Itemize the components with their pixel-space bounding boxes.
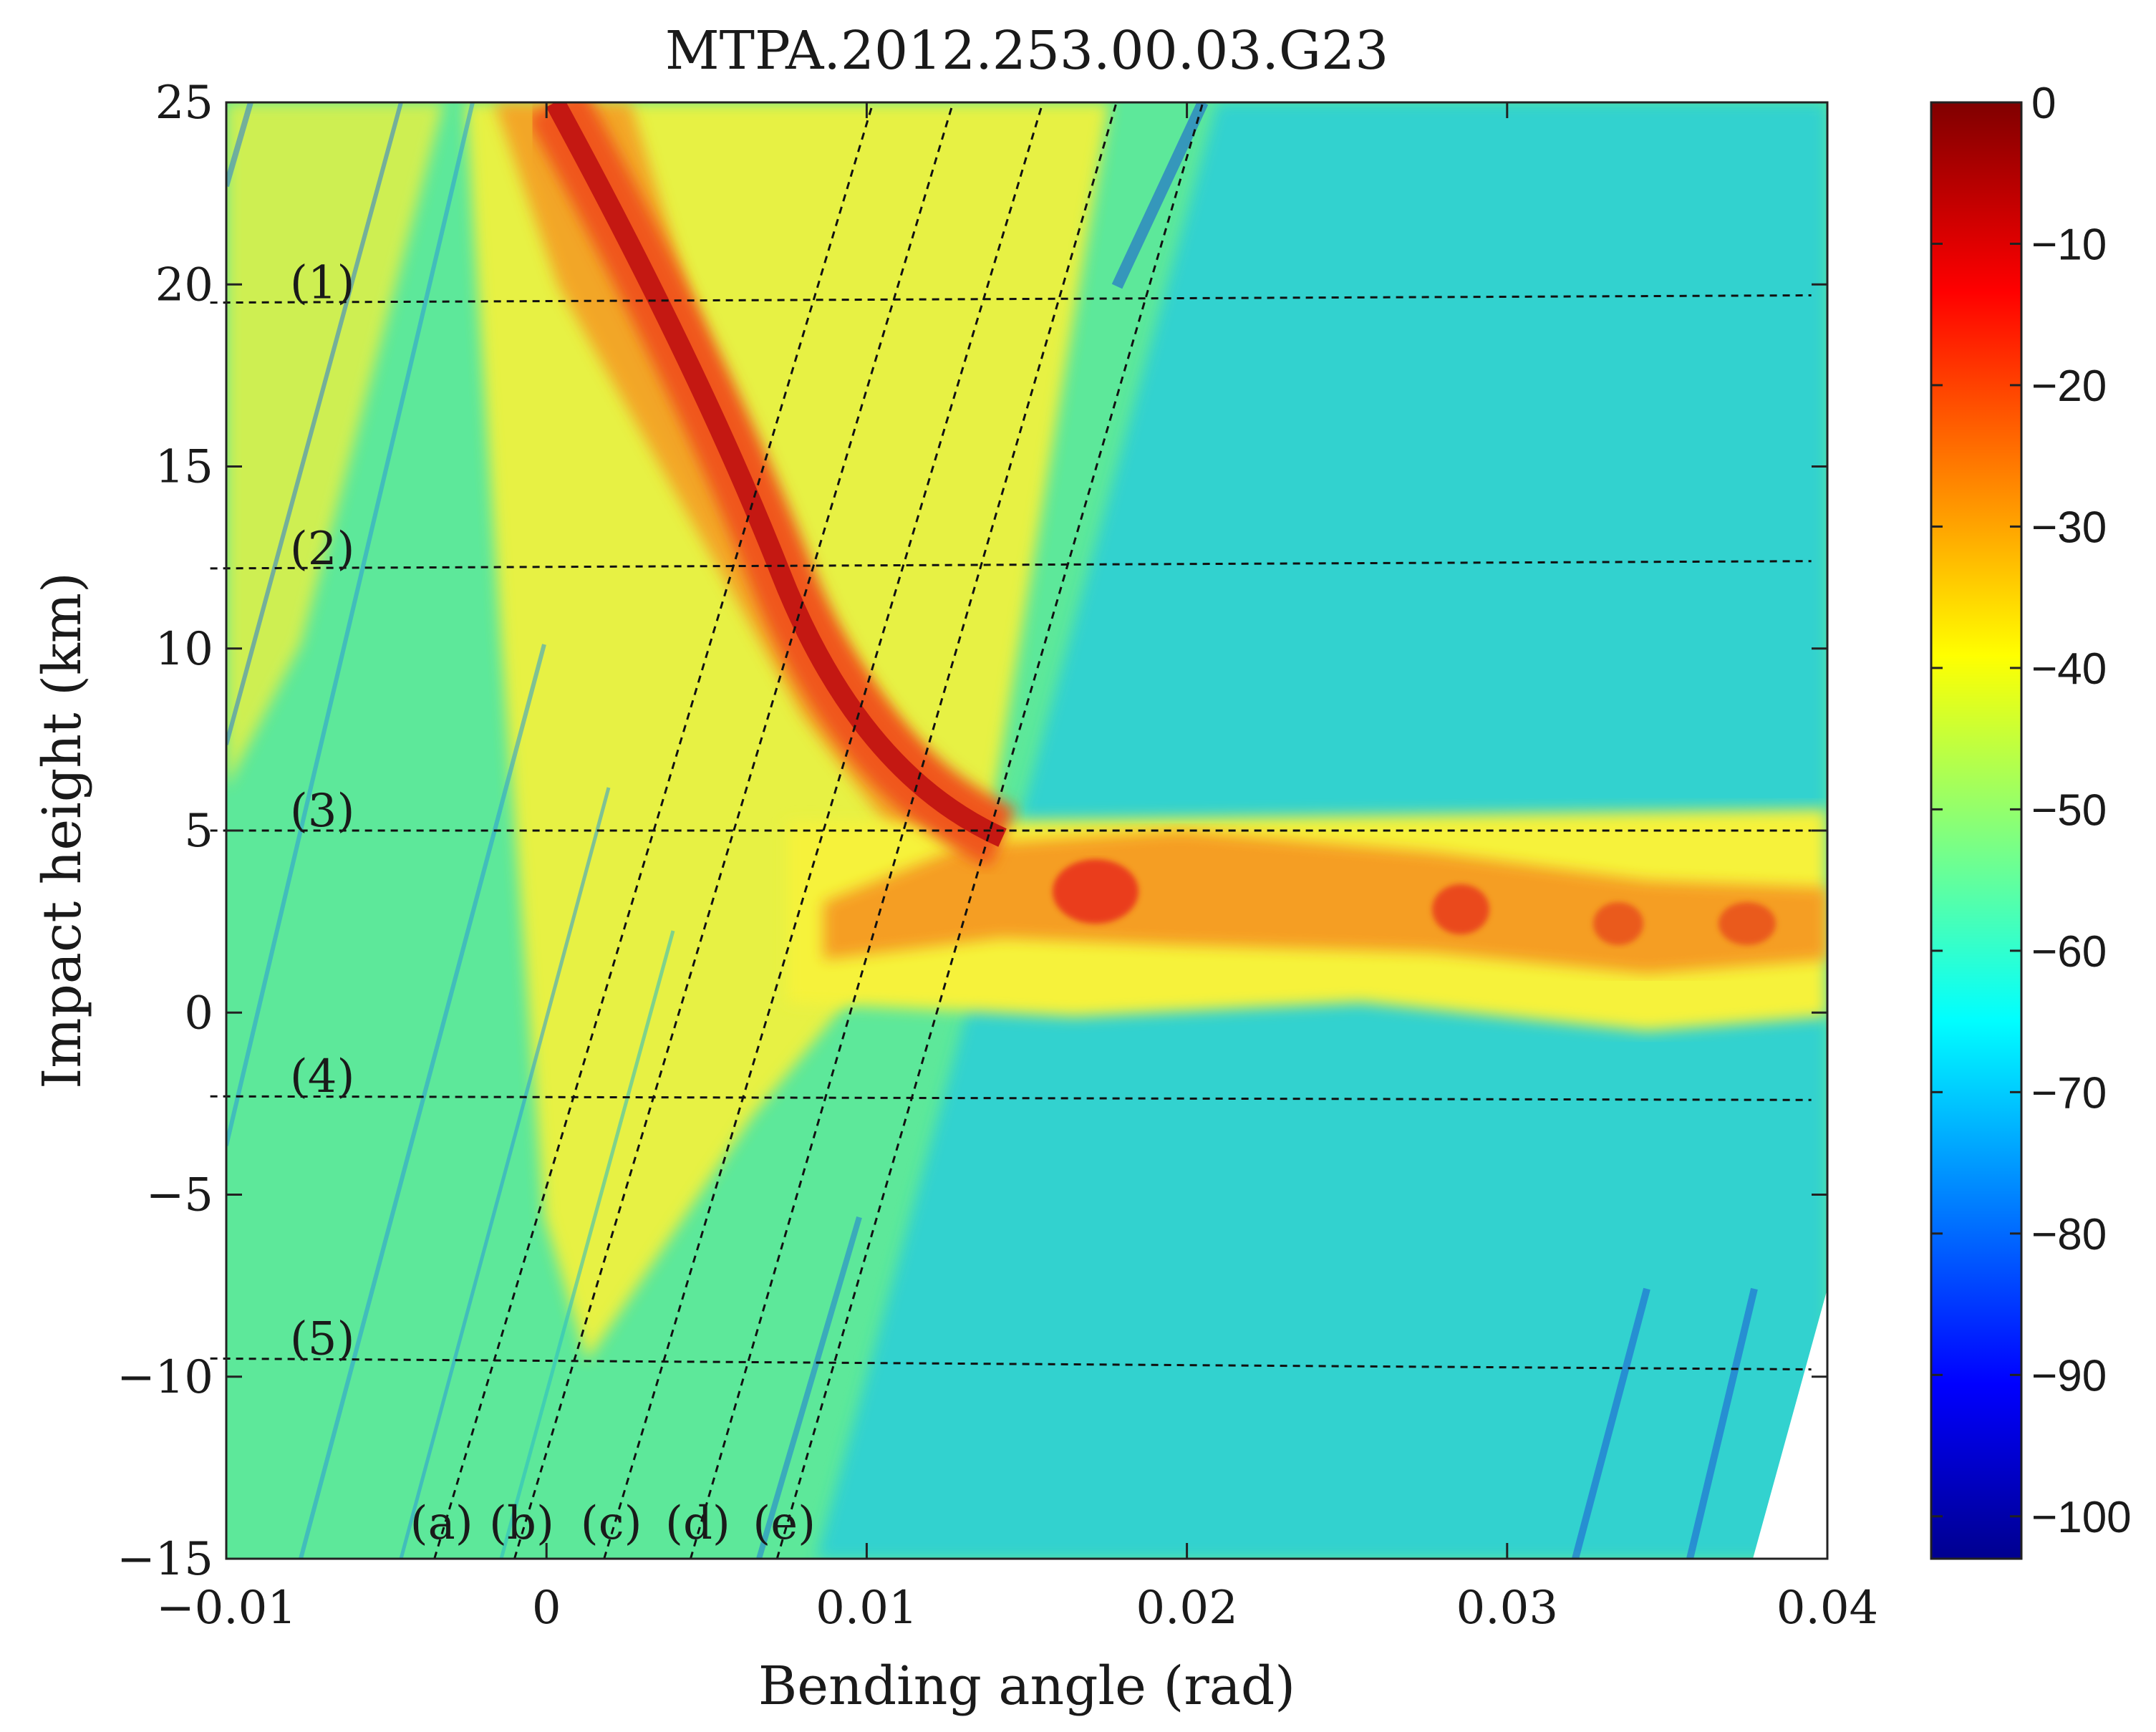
horizontal-reference-line bbox=[210, 1095, 1812, 1101]
colorbar-tick-label: −100 bbox=[2031, 1493, 2132, 1542]
ridge-core bbox=[546, 102, 1007, 847]
slanted-reference-line bbox=[690, 102, 1118, 1559]
horizontal-reference-line bbox=[210, 560, 1812, 570]
y-tick-label: −15 bbox=[117, 1533, 213, 1586]
reference-lines: (1) (2) (3) (4) (5) (a) (b) (c) (d) (e) bbox=[210, 102, 1812, 1559]
slanted-line-label: (d) bbox=[665, 1497, 730, 1550]
colorbar-tick-label: −40 bbox=[2031, 644, 2107, 694]
colorbar bbox=[1930, 101, 2023, 1560]
y-tick-label: 15 bbox=[155, 441, 213, 494]
x-tick-label: −0.01 bbox=[156, 1582, 296, 1635]
x-tick-label: 0.02 bbox=[1136, 1582, 1238, 1635]
upper-left-yellow-region bbox=[226, 102, 444, 788]
horizontal-line-label: (3) bbox=[290, 785, 355, 838]
slanted-line-label: (a) bbox=[410, 1497, 473, 1550]
y-tick-label: 25 bbox=[155, 77, 213, 130]
colorbar-tick-label: −80 bbox=[2031, 1210, 2107, 1259]
reflection-hotspots bbox=[1053, 859, 1776, 945]
colorbar-tick-label: −10 bbox=[2031, 220, 2107, 269]
slanted-reference-line bbox=[603, 102, 1044, 1559]
colorbar-tick-label: −50 bbox=[2031, 785, 2107, 835]
chart-title: MTPA.2012.253.00.03.G23 bbox=[665, 20, 1388, 82]
horizontal-line-label: (1) bbox=[290, 257, 355, 310]
x-tick-label: 0.01 bbox=[816, 1582, 918, 1635]
colorbar-tick-label: −30 bbox=[2031, 503, 2107, 552]
colorbar-tick-label: −90 bbox=[2031, 1351, 2107, 1400]
y-axis: −15 −10 −5 0 5 10 15 20 25 bbox=[117, 77, 1827, 1586]
colorbar-tick-label: −20 bbox=[2031, 362, 2107, 411]
horizontal-line-label: (5) bbox=[290, 1312, 355, 1365]
y-tick-label: 10 bbox=[155, 623, 213, 676]
x-axis-label: Bending angle (rad) bbox=[758, 1655, 1295, 1717]
slanted-line-label: (c) bbox=[581, 1497, 642, 1550]
slanted-reference-line bbox=[513, 102, 954, 1559]
x-axis: −0.01 0 0.01 0.02 0.03 0.04 bbox=[156, 102, 1878, 1635]
colorbar-tick-label: 0 bbox=[2031, 79, 2056, 128]
y-axis-label: Impact height (km) bbox=[32, 572, 93, 1089]
slanted-line-label: (e) bbox=[753, 1497, 816, 1550]
slanted-line-label: (b) bbox=[489, 1497, 554, 1550]
colorbar-tick-label: −60 bbox=[2031, 927, 2107, 977]
no-data-wedge bbox=[1753, 1289, 1827, 1559]
y-tick-label: 0 bbox=[184, 987, 213, 1040]
slanted-reference-line bbox=[433, 102, 874, 1559]
horizontal-reference-line bbox=[210, 294, 1812, 304]
x-tick-label: 0.03 bbox=[1456, 1582, 1559, 1635]
slanted-reference-line bbox=[775, 102, 1204, 1559]
y-tick-label: −5 bbox=[146, 1169, 213, 1222]
x-tick-label: 0.04 bbox=[1776, 1582, 1879, 1635]
colorbar-ticks: 0 −10 −20 −30 −40 −50 −60 −70 −80 −90 −100 bbox=[1931, 79, 2132, 1542]
horizontal-line-label: (4) bbox=[290, 1050, 355, 1103]
y-tick-label: −10 bbox=[117, 1351, 213, 1404]
y-tick-label: 5 bbox=[184, 805, 213, 858]
horizontal-reference-line bbox=[210, 1357, 1812, 1371]
colorbar-tick-label: −70 bbox=[2031, 1068, 2107, 1118]
y-tick-label: 20 bbox=[155, 258, 213, 311]
horizontal-line-label: (2) bbox=[290, 523, 355, 576]
x-tick-label: 0 bbox=[532, 1582, 561, 1635]
streaks bbox=[226, 102, 1758, 1559]
